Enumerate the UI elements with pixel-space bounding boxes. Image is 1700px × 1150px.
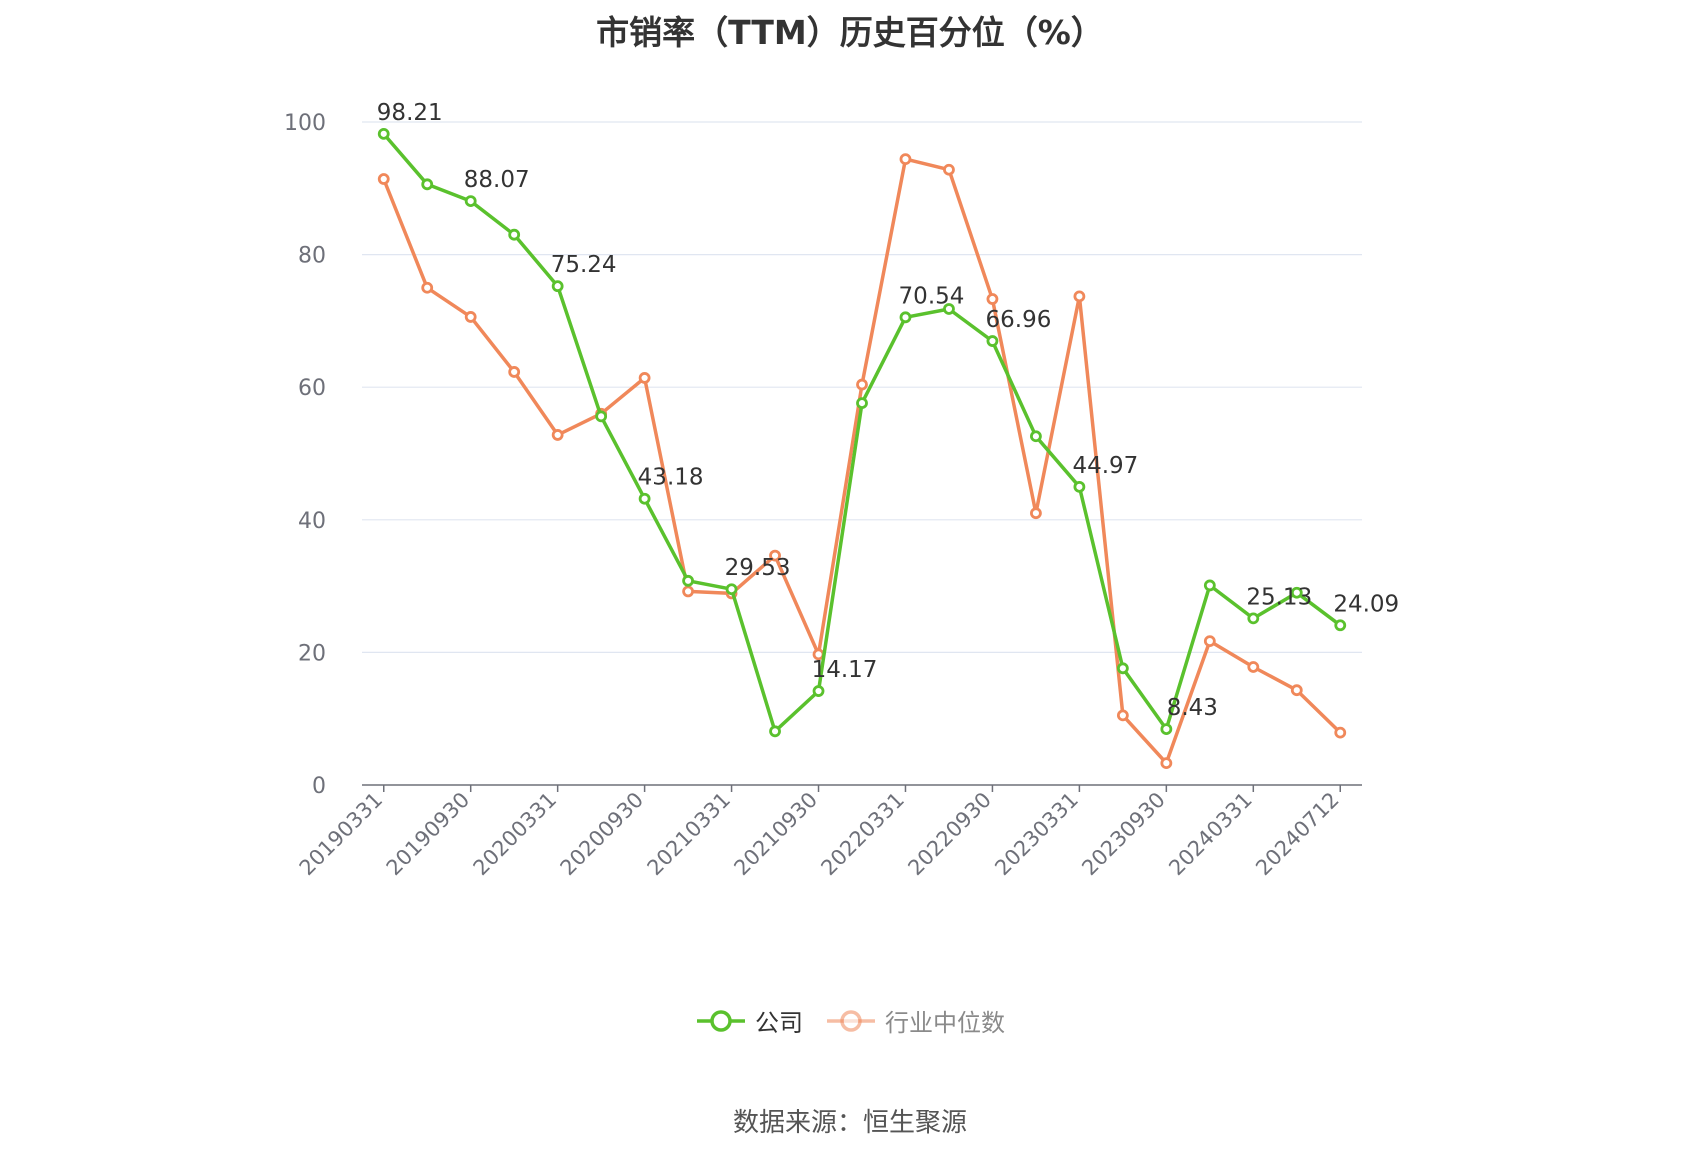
legend: 公司 行业中位数 (0, 1003, 1700, 1038)
data-point (1203, 579, 1216, 592)
data-point (856, 378, 868, 391)
data-point (725, 583, 738, 596)
data-label: 44.97 (1072, 453, 1138, 479)
data-point (421, 178, 434, 191)
data-point (1160, 757, 1173, 770)
x-tick-label: 20240712 (1251, 788, 1344, 881)
y-tick-label: 60 (298, 376, 326, 401)
data-point (1160, 723, 1173, 736)
data-label: 25.13 (1246, 584, 1312, 610)
data-label: 8.43 (1167, 695, 1218, 721)
x-tick-label: 20200930 (556, 788, 649, 881)
data-point (551, 280, 564, 293)
data-point (943, 163, 955, 176)
data-label: 88.07 (464, 167, 530, 193)
data-point (856, 397, 868, 410)
data-point (943, 303, 955, 315)
data-point (1116, 662, 1129, 675)
data-label: 14.17 (812, 657, 878, 683)
y-tick-label: 20 (298, 641, 326, 666)
data-point (508, 366, 521, 378)
y-tick-label: 80 (298, 244, 326, 269)
x-tick-label: 20190331 (295, 788, 388, 881)
data-point (899, 311, 912, 324)
data-point (595, 410, 608, 423)
data-point (377, 173, 390, 185)
data-point (1203, 635, 1216, 648)
y-tick-label: 100 (284, 111, 326, 136)
data-label: 24.09 (1333, 591, 1399, 617)
data-point (377, 127, 390, 140)
data-point (638, 372, 651, 384)
data-point (769, 725, 781, 738)
x-tick-label: 20200331 (469, 788, 562, 881)
y-tick-label: 40 (298, 509, 326, 534)
data-point (986, 335, 999, 347)
x-tick-label: 20240331 (1164, 788, 1257, 881)
data-label: 66.96 (986, 307, 1052, 333)
data-point (1030, 507, 1042, 520)
data-point (986, 293, 999, 305)
data-point (551, 429, 564, 441)
legend-label: 公司 (755, 1009, 803, 1037)
data-point (1116, 709, 1129, 722)
data-point (638, 492, 651, 505)
x-tick-label: 20230331 (990, 788, 1083, 881)
data-label: 98.21 (377, 100, 443, 126)
data-point (1334, 726, 1347, 739)
chart-title: 市销率（TTM）历史百分位（%） (596, 13, 1104, 52)
data-point (464, 195, 477, 207)
data-point (812, 685, 825, 697)
data-point (769, 549, 781, 562)
x-tick-label: 20220930 (903, 788, 996, 881)
legend-item-0[interactable]: 公司 (695, 1003, 803, 1038)
y-tick-label: 0 (312, 774, 326, 799)
data-label: 70.54 (899, 283, 965, 309)
data-point (1247, 661, 1260, 673)
data-label: 75.24 (551, 252, 617, 278)
series-line-0 (382, 132, 1342, 734)
data-point (1334, 619, 1347, 632)
series-lines (377, 127, 1347, 770)
data-point (1073, 290, 1086, 303)
data-point (464, 311, 477, 323)
x-tick-label: 20210930 (730, 788, 823, 881)
legend-line-circle-icon (697, 1009, 745, 1032)
data-point (1247, 612, 1260, 625)
data-point (682, 585, 694, 598)
data-point (421, 281, 434, 294)
data-point (899, 153, 912, 166)
axes: 0 20 40 60 80 100 2019033120190930202003312020… (284, 111, 1362, 880)
x-tick-label: 20210331 (643, 788, 736, 881)
data-labels: 98.21 88.07 75.24 43.18 29.53 14.17 70.54 66.96… (377, 100, 1399, 721)
x-tick-label: 20220331 (816, 788, 909, 881)
data-point (1073, 480, 1086, 493)
data-label: 29.53 (725, 555, 791, 581)
data-point (1030, 430, 1042, 443)
data-point (1290, 684, 1303, 697)
x-tick-label: 20230930 (1077, 788, 1170, 881)
legend-line-circle-icon (827, 1009, 875, 1032)
legend-label: 行业中位数 (885, 1009, 1005, 1037)
data-point (508, 228, 521, 241)
data-label: 43.18 (638, 465, 704, 491)
data-point (1290, 586, 1303, 599)
source-text: 数据来源：恒生聚源 (732, 1108, 967, 1138)
x-tick-label: 20190930 (382, 788, 475, 881)
data-point (682, 574, 694, 587)
legend-item-1[interactable]: 行业中位数 (825, 1003, 1005, 1038)
